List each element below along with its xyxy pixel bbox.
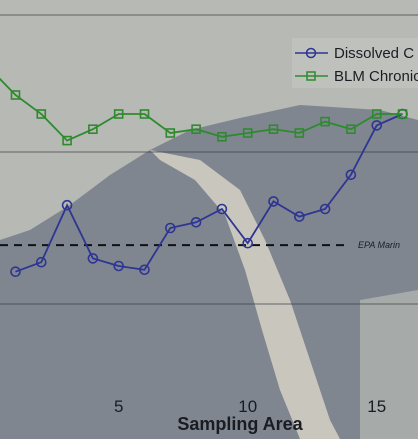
data-point [139,109,150,119]
series-line-1 [0,77,403,142]
data-point [268,196,279,207]
x-axis-title: Sampling Area [177,414,303,434]
data-point [242,128,253,138]
data-point [165,128,176,138]
data-point [139,264,150,276]
data-point [164,222,176,234]
data-point [191,124,201,134]
x-tick-labels: 5 10 15 [114,397,386,416]
data-point [397,109,408,119]
data-point [61,199,73,211]
series-group [0,77,408,278]
data-point [62,135,72,146]
legend-label-blm: BLM Chronic [334,68,418,85]
x-tick-label: 15 [367,397,386,416]
data-point [371,109,382,119]
data-point [319,203,331,215]
data-point [87,253,99,264]
data-point [242,237,254,249]
data-point [113,260,124,272]
grid-lines [0,14,418,305]
data-point [294,211,305,222]
data-point [113,109,124,119]
legend-marker-blm [306,71,316,81]
data-point [10,266,21,278]
data-point [88,124,98,134]
data-point [217,132,227,142]
data-point [346,124,356,134]
legend: Dissolved C BLM Chronic [292,38,418,88]
data-point [294,128,305,138]
series-line-0 [15,113,403,273]
data-point [268,124,279,134]
data-point [216,203,228,215]
data-point [190,217,202,228]
data-point [371,120,383,131]
data-point [345,169,357,181]
reference-line-group: EPA Marin [0,240,400,250]
legend-label-dissolved: Dissolved C [334,45,414,62]
data-point [35,256,47,268]
data-point [320,116,330,127]
data-point [36,109,47,119]
x-tick-label: 10 [238,397,257,416]
x-tick-label: 5 [114,397,123,416]
reference-line-label: EPA Marin [358,240,400,250]
data-point [10,90,21,100]
legend-marker-dissolved [305,47,317,59]
